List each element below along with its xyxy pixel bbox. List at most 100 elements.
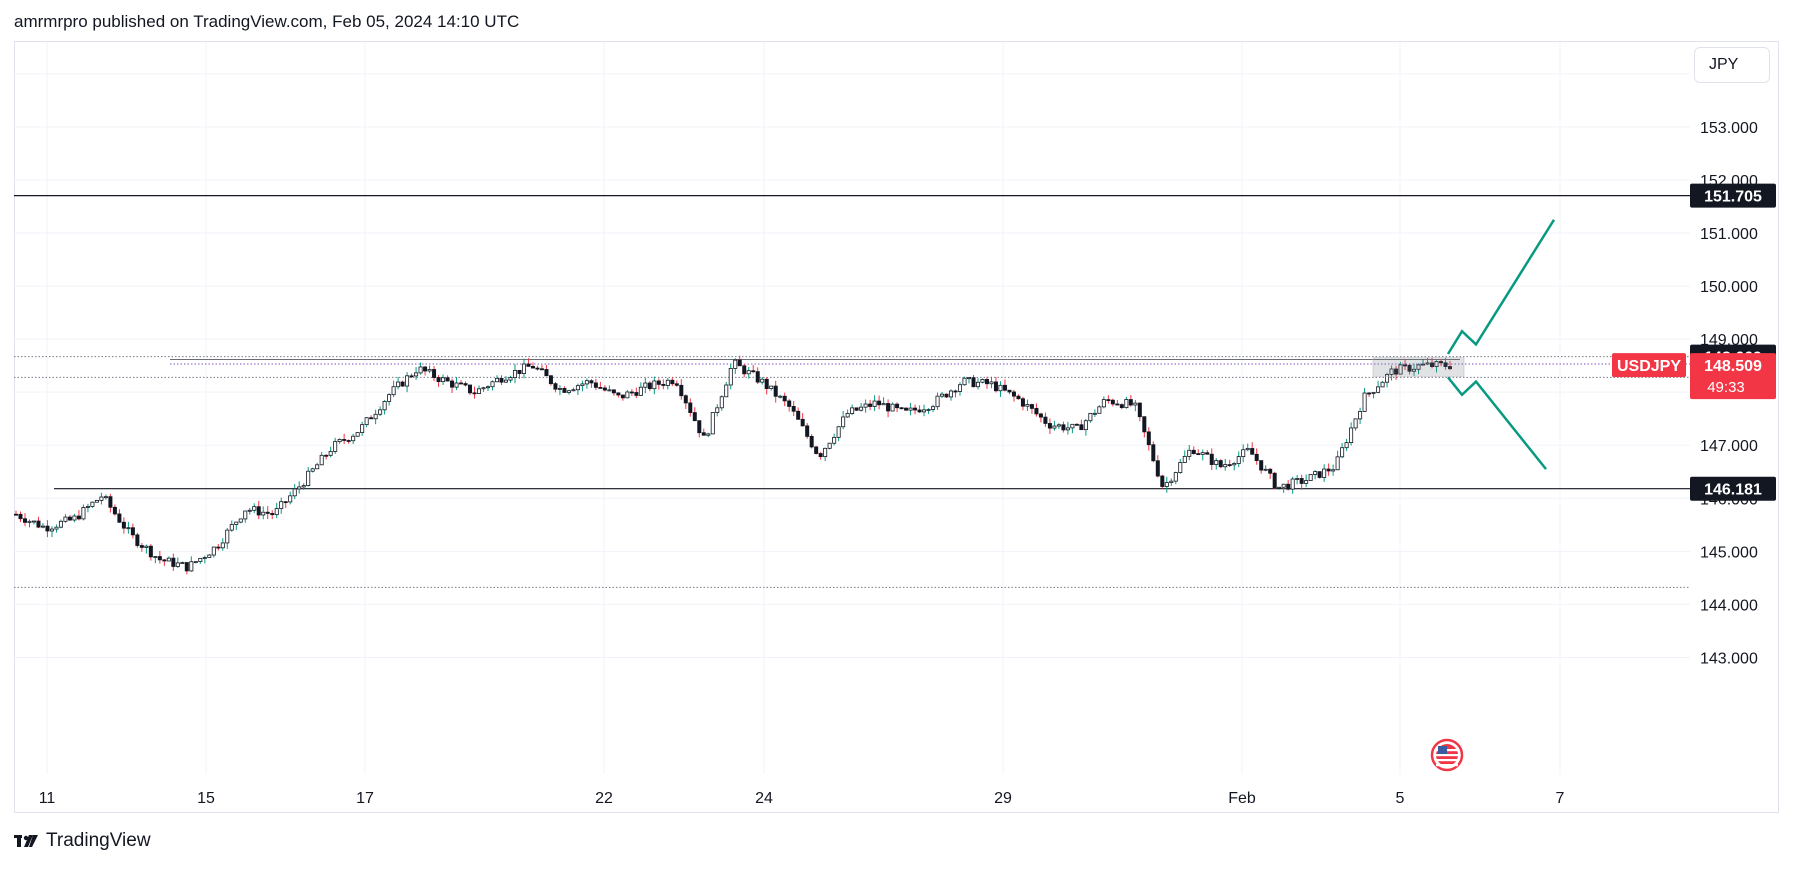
- candle-body: [1340, 447, 1345, 458]
- projection-down-arrow: [1447, 376, 1547, 470]
- publisher-header: amrmrpro published on TradingView.com, F…: [14, 12, 520, 31]
- candle-body: [1079, 424, 1084, 431]
- candle-body: [1308, 474, 1313, 481]
- candle-body: [1124, 399, 1129, 409]
- candle-body: [1430, 362, 1435, 367]
- candle-body: [1043, 416, 1048, 424]
- candle-layer: [13, 355, 1453, 575]
- candle-body: [1425, 362, 1430, 365]
- candle-body: [1439, 361, 1444, 364]
- candle-body: [409, 375, 414, 378]
- candle-body: [1403, 364, 1408, 367]
- candle-body: [521, 363, 526, 374]
- candle-body: [229, 524, 234, 531]
- candle-body: [998, 384, 1003, 392]
- candle-body: [1214, 460, 1219, 465]
- candle-body: [175, 562, 180, 567]
- candle-body: [1385, 374, 1390, 383]
- level-tag-label: 151.705: [1704, 189, 1762, 206]
- candle-body: [953, 390, 958, 393]
- candle-body: [944, 393, 949, 398]
- candle-body: [418, 366, 423, 374]
- candle-body: [121, 521, 126, 529]
- candle-body: [629, 391, 634, 394]
- candle-body: [760, 378, 765, 383]
- y-tick-label: 151.000: [1700, 226, 1758, 243]
- candle-body: [382, 400, 387, 411]
- candle-body: [1119, 404, 1124, 409]
- candle-body: [274, 508, 279, 516]
- candle-body: [1313, 471, 1318, 475]
- candle-body: [800, 418, 805, 427]
- candle-body: [1254, 453, 1259, 461]
- candle-body: [989, 381, 994, 385]
- candle-body: [1196, 453, 1201, 456]
- candle-body: [1209, 453, 1214, 465]
- candle-body: [103, 496, 108, 499]
- candle-body: [441, 377, 446, 383]
- candle-body: [45, 525, 50, 532]
- candle-body: [225, 529, 230, 544]
- candle-body: [355, 432, 360, 437]
- currency-label[interactable]: JPY: [1694, 47, 1770, 83]
- candle-body: [854, 407, 859, 411]
- candle-body: [171, 557, 176, 567]
- candle-body: [1169, 480, 1174, 483]
- candle-body: [1227, 464, 1232, 466]
- candle-body: [701, 432, 706, 436]
- candle-body: [81, 507, 86, 520]
- tradingview-footer[interactable]: TradingView: [14, 830, 151, 852]
- candle-body: [949, 390, 954, 398]
- candle-body: [661, 384, 666, 386]
- candle-body: [373, 413, 378, 420]
- candle-body: [477, 388, 482, 394]
- x-tick-label: 7: [1556, 790, 1565, 807]
- candle-body: [54, 526, 59, 530]
- candle-body: [1268, 468, 1273, 474]
- candle-body: [1412, 368, 1417, 372]
- candle-body: [647, 382, 652, 390]
- candle-body: [436, 377, 441, 383]
- candle-body: [778, 395, 783, 398]
- candle-body: [31, 520, 36, 523]
- candle-body: [486, 386, 491, 389]
- candle-body: [679, 384, 684, 397]
- candle-body: [58, 520, 63, 528]
- candle-body: [189, 561, 194, 572]
- level-tag-label: 146.181: [1704, 482, 1762, 499]
- candle-body: [620, 394, 625, 399]
- candle-body: [895, 403, 900, 409]
- candle-body: [1200, 452, 1205, 455]
- candle-body: [818, 453, 823, 458]
- candle-body: [940, 393, 945, 397]
- candle-body: [881, 403, 886, 406]
- candle-body: [450, 380, 455, 388]
- candle-body: [1376, 386, 1381, 393]
- candle-body: [162, 559, 167, 562]
- candle-body: [1286, 483, 1291, 490]
- candle-body: [1344, 442, 1349, 449]
- chart-frame[interactable]: [14, 41, 1779, 813]
- candle-body: [423, 366, 428, 372]
- candle-body: [539, 368, 544, 371]
- candle-body: [845, 413, 850, 418]
- candle-body: [796, 410, 801, 420]
- candle-body: [301, 485, 306, 488]
- candle-body: [710, 412, 715, 435]
- candle-body: [769, 385, 774, 390]
- candle-body: [1002, 384, 1007, 391]
- y-tick-label: 153.000: [1700, 120, 1758, 137]
- candle-body: [863, 403, 868, 408]
- candle-body: [674, 383, 679, 386]
- candle-body: [913, 407, 918, 411]
- candle-body: [917, 409, 922, 413]
- candle-body: [220, 542, 225, 549]
- candle-body: [841, 416, 846, 428]
- candle-body: [1034, 408, 1039, 415]
- candle-body: [1331, 469, 1336, 472]
- candle-body: [1398, 364, 1403, 375]
- candle-body: [234, 521, 239, 525]
- candle-body: [638, 386, 643, 396]
- candle-body: [926, 409, 931, 411]
